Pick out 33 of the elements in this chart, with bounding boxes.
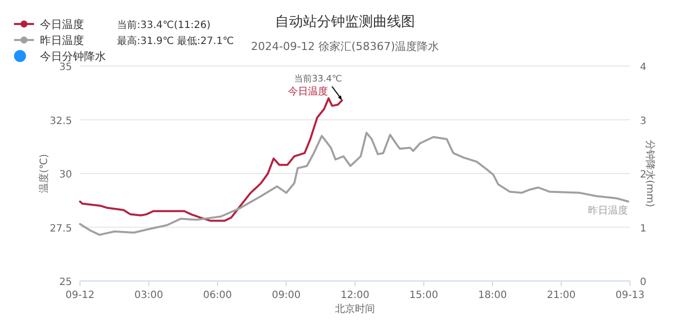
legend-label: 今日温度 xyxy=(40,18,84,31)
y-tick-label: 32.5 xyxy=(50,116,72,127)
text: 昨日温度 xyxy=(588,205,628,216)
annotation: 当前33.4℃ xyxy=(294,73,342,84)
x-tick-label: 03:00 xyxy=(134,290,164,301)
y-tick-label: 27.5 xyxy=(50,223,72,234)
x-tick-label: 12:00 xyxy=(340,290,370,301)
text: 最高:31.9℃ 最低:27.1℃ xyxy=(117,35,234,47)
x-tick-label: 09-12 xyxy=(65,290,95,301)
x-tick-label: 18:00 xyxy=(478,290,507,301)
line-series xyxy=(79,132,630,236)
x-axis-title: 北京时间 xyxy=(335,303,375,315)
x-tick-label: 15:00 xyxy=(409,290,438,301)
x-tick-label: 09:00 xyxy=(272,290,301,301)
y-axis-title: 温度(℃) xyxy=(38,154,50,194)
x-tick-label: 09-13 xyxy=(615,290,645,301)
chart-subtitle: 2024-09-12 徐家汇(58367)温度降水 xyxy=(251,40,439,53)
y-tick-label: 35 xyxy=(59,62,72,73)
y2-tick-label: 1 xyxy=(640,223,646,234)
text: 今日温度 xyxy=(288,86,328,98)
y-tick-label: 25 xyxy=(59,277,72,288)
chart-title: 自动站分钟监测曲线图 xyxy=(275,14,415,30)
y2-axis-title: 分钟降水(mm) xyxy=(644,140,656,208)
y2-tick-label: 4 xyxy=(640,62,646,73)
legend-label: 昨日温度 xyxy=(40,34,84,47)
y2-tick-label: 0 xyxy=(640,277,646,288)
x-tick-label: 06:00 xyxy=(203,290,232,301)
y-tick-label: 30 xyxy=(59,170,72,180)
y2-tick-label: 2 xyxy=(640,170,646,180)
legend-label: 今日分钟降水 xyxy=(40,50,106,63)
x-tick-label: 21:00 xyxy=(546,290,576,301)
text: 当前:33.4℃(11:26) xyxy=(117,19,211,31)
y2-tick-label: 3 xyxy=(640,116,646,127)
